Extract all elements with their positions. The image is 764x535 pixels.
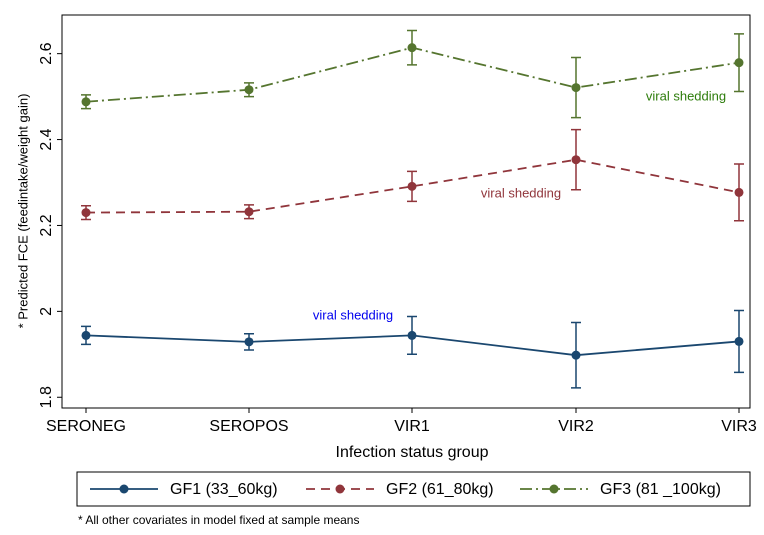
marker	[81, 208, 91, 218]
marker	[244, 207, 254, 217]
marker	[734, 187, 744, 197]
marker	[734, 58, 744, 68]
x-axis-label: Infection status group	[336, 444, 489, 461]
marker	[244, 85, 254, 95]
y-tick-label: 2	[38, 307, 55, 316]
y-tick-label: 2.2	[38, 214, 55, 236]
annotation: viral shedding	[481, 185, 561, 200]
legend-marker	[119, 484, 129, 494]
legend-label: GF2 (61_80kg)	[386, 481, 494, 498]
marker	[571, 350, 581, 360]
y-tick-label: 1.8	[38, 386, 55, 408]
marker	[81, 330, 91, 340]
x-tick-label: VIR1	[394, 418, 430, 435]
x-tick-label: VIR3	[721, 418, 757, 435]
annotation: viral shedding	[313, 307, 393, 322]
annotation: viral shedding	[646, 88, 726, 103]
marker	[407, 43, 417, 53]
marker	[244, 337, 254, 347]
legend-marker	[549, 484, 559, 494]
legend-label: GF1 (33_60kg)	[170, 481, 278, 498]
marker	[571, 155, 581, 165]
y-axis-label: * Predicted FCE (feedintake/weight gain)	[15, 94, 30, 329]
y-tick-label: 2.4	[38, 128, 55, 150]
x-tick-label: SERONEG	[46, 418, 126, 435]
marker	[407, 181, 417, 191]
footnote: * All other covariates in model fixed at…	[78, 513, 359, 527]
marker	[81, 97, 91, 107]
marker	[734, 336, 744, 346]
legend-box	[76, 471, 751, 507]
plot-frame	[61, 14, 751, 409]
legend-label: GF3 (81 _100kg)	[600, 481, 721, 498]
marker	[571, 83, 581, 93]
x-tick-label: VIR2	[558, 418, 594, 435]
series-line	[85, 158, 740, 214]
legend-marker	[335, 484, 345, 494]
x-tick-label: SEROPOS	[209, 418, 288, 435]
marker	[407, 330, 417, 340]
y-tick-label: 2.6	[38, 42, 55, 64]
